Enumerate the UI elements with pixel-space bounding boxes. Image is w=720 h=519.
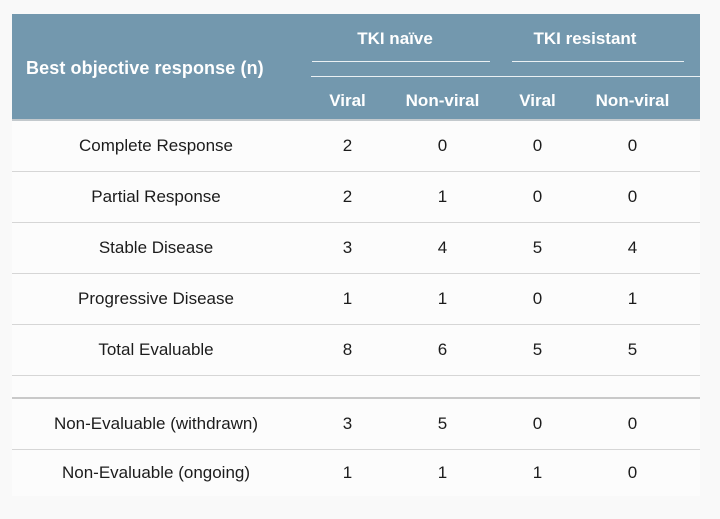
cell-value: 5 [437,414,448,433]
row-label: Stable Disease [98,238,214,257]
cell-value: 4 [627,238,638,257]
cell-value: 1 [342,463,353,482]
cell-value: 1 [437,463,448,482]
cell-value: 5 [532,340,543,359]
section-spacer-row [12,376,700,399]
cell-value: 1 [437,187,448,206]
cell-value: 5 [532,238,543,257]
cell-value: 2 [342,136,353,155]
cell-value: 1 [437,289,448,308]
header-rule [311,76,700,77]
column-group-tki-naive: TKI naïve [357,29,433,48]
cell-value: 8 [342,340,353,359]
cell-value: 0 [627,414,638,433]
cell-value: 0 [437,136,448,155]
row-label: Total Evaluable [98,340,214,359]
row-label: Partial Response [91,187,221,206]
row-label: Progressive Disease [78,289,234,308]
cell-value: 0 [532,187,543,206]
cell-value: 1 [627,289,638,308]
cell-value: 0 [532,136,543,155]
cell-value: 1 [532,463,543,482]
row-label-header: Best objective response (n) [26,58,264,78]
cell-value: 0 [532,289,543,308]
cell-value: 3 [342,414,353,433]
row-label: Non-Evaluable (withdrawn) [53,414,259,433]
cell-value: 0 [627,187,638,206]
subheader-spacer [12,91,300,111]
cell-value: 6 [437,340,448,359]
table-row-non-evaluable-ongoing: Non-Evaluable (ongoing) 1 1 1 0 [12,450,700,496]
cell-value: 4 [437,238,448,257]
table-row-stable-disease: Stable Disease 3 4 5 4 [12,223,700,274]
cell-value: 3 [342,238,353,257]
row-label: Complete Response [78,136,234,155]
cell-value: 0 [627,463,638,482]
subheader-nonviral-2: Non-viral [595,91,670,110]
subheader-row: Viral Non-viral Viral Non-viral [12,91,700,111]
cell-value: 2 [342,187,353,206]
group-underline-tki-resistant [512,61,684,62]
cell-value: 0 [532,414,543,433]
cell-value: 0 [627,136,638,155]
table-header: Best objective response (n) TKI naïve TK… [12,14,700,121]
table-row-progressive-disease: Progressive Disease 1 1 0 1 [12,274,700,325]
group-underline-tki-naive [312,61,490,62]
cell-value: 5 [627,340,638,359]
subheader-viral-1: Viral [329,91,366,110]
subheader-nonviral-1: Non-viral [405,91,480,110]
table-row-total-evaluable: Total Evaluable 8 6 5 5 [12,325,700,376]
row-label: Non-Evaluable (ongoing) [61,463,251,482]
table-row-non-evaluable-withdrawn: Non-Evaluable (withdrawn) 3 5 0 0 [12,399,700,450]
column-group-tki-resistant: TKI resistant [533,29,637,48]
table-body: Complete Response 2 0 0 0 Partial Respon… [12,121,700,496]
subheader-viral-2: Viral [519,91,556,110]
response-table: Best objective response (n) TKI naïve TK… [12,14,700,496]
cell-value: 1 [342,289,353,308]
table-row-partial-response: Partial Response 2 1 0 0 [12,172,700,223]
table-row-complete-response: Complete Response 2 0 0 0 [12,121,700,172]
